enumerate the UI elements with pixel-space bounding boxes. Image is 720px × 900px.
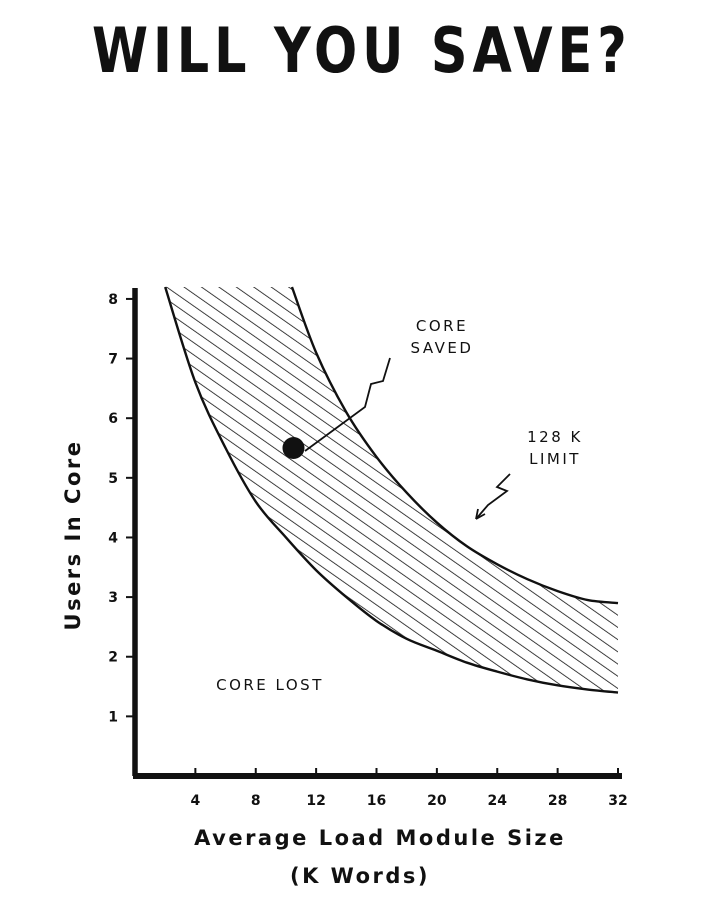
x-axis-units-label: (K Words) <box>290 864 430 888</box>
x-tick-label: 28 <box>548 793 567 809</box>
data-point <box>282 437 305 460</box>
annotation-128k-limit: 128 K LIMIT <box>527 428 583 468</box>
series-line-lower-boundary <box>164 286 619 694</box>
x-tick-label: 4 <box>191 793 201 809</box>
x-tick-label: 8 <box>251 793 261 809</box>
x-tick-label: 16 <box>367 793 386 809</box>
x-tick-label: 32 <box>608 793 627 809</box>
x-tick-label: 24 <box>488 793 508 809</box>
y-tick-label: 5 <box>108 471 118 487</box>
y-tick-label: 6 <box>108 411 118 427</box>
x-tick-label: 12 <box>306 793 325 809</box>
x-axis-label: Average Load Module Size <box>194 826 566 850</box>
core-saved-region <box>165 287 618 693</box>
x-tick-label: 20 <box>427 793 447 809</box>
y-tick-label: 1 <box>108 709 118 725</box>
limit-pointer <box>475 473 511 520</box>
core-saved-band-layer <box>164 286 619 694</box>
annotation-core-saved: CORE SAVED <box>411 317 474 357</box>
y-tick-label: 3 <box>108 590 118 606</box>
limit-pointer-arrowhead <box>475 508 486 520</box>
core-saved-pointer <box>304 357 391 452</box>
chart-title: WILL YOU SAVE? <box>91 14 632 87</box>
y-axis-label: Users In Core <box>61 440 85 631</box>
y-tick-label: 8 <box>108 292 118 308</box>
y-tick-label: 4 <box>108 530 118 546</box>
annotation-core-lost: CORE LOST <box>216 676 324 694</box>
series-line-128k-limit <box>290 286 619 605</box>
y-tick-label: 2 <box>108 650 118 666</box>
y-tick-label: 7 <box>108 352 118 368</box>
annotation-layer: CORE SAVED 128 K LIMIT CORE LOST <box>216 317 583 694</box>
